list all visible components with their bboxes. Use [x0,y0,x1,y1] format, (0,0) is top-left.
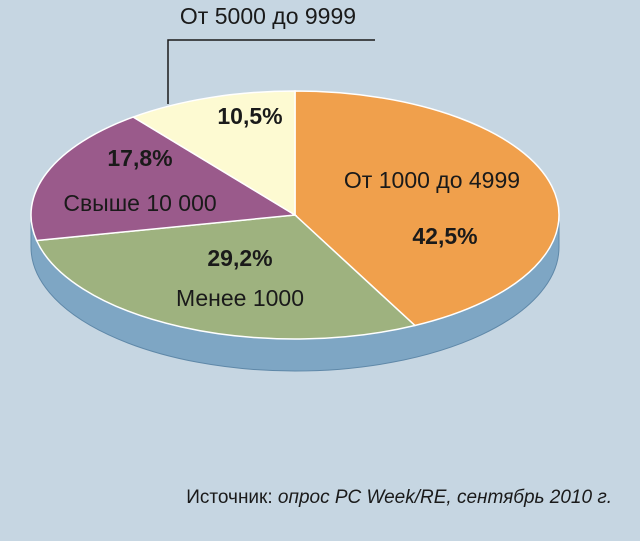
slice-label: Менее 1000 [176,285,304,311]
pie-slice [131,90,296,217]
slice-label: От 1000 до 4999 [344,167,520,193]
value-label: 10,5% [217,103,282,129]
pie-slice [294,90,560,327]
value-label: 17,8% [107,145,172,171]
value-label: 29,2% [207,245,272,271]
pie-slice [35,214,417,340]
slice-label: Свыше 10 000 [63,190,216,216]
leader-line [167,39,375,104]
value-label: 42,5% [412,223,477,249]
source-text: опрос PC Week/RE, сентябрь 2010 г. [278,487,612,508]
source-label: Источник: [186,487,272,508]
pie: 42,5% От 1000 до 4999 29,2% Менее 1000 17,8%… [30,3,560,372]
pie-slice [30,116,298,242]
source: Источник: опрос PC Week/RE, сентябрь 201… [186,487,612,508]
slice-label: От 5000 до 9999 [180,3,356,29]
